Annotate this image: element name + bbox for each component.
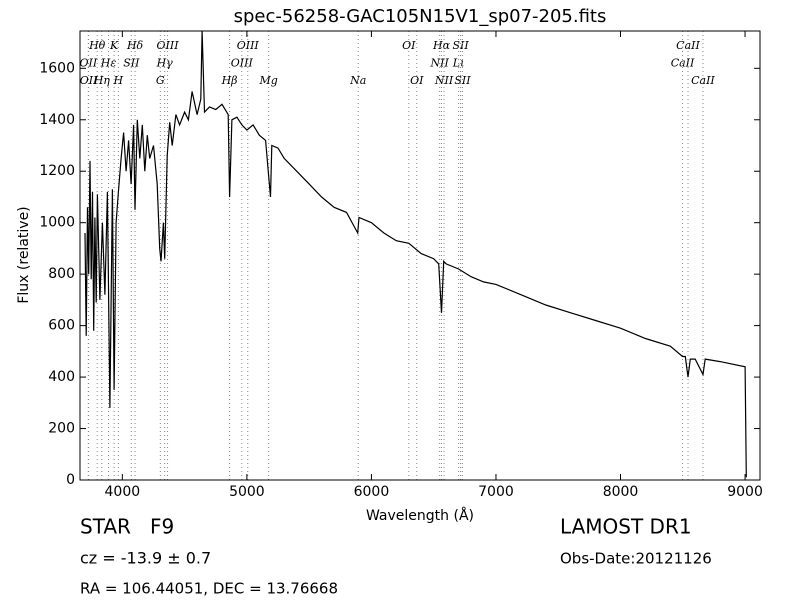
x-axis-label: Wavelength (Å) [366, 507, 474, 524]
line-label: OIII [157, 39, 180, 52]
line-label: Hα [432, 39, 451, 52]
y-tick-label: 800 [48, 266, 75, 282]
object-subclass: F9 [150, 515, 174, 539]
line-label: OI [402, 39, 416, 52]
line-label: Hβ [221, 74, 238, 87]
release: LAMOST DR1 [560, 515, 692, 539]
y-tick-label: 200 [48, 421, 75, 437]
line-label: Hδ [126, 39, 144, 52]
x-tick-label: 4000 [105, 484, 141, 500]
line-label: SII [452, 39, 469, 52]
y-tick-label: 0 [66, 472, 75, 488]
line-label: Hε [100, 57, 117, 70]
line-label: K [109, 39, 119, 52]
line-label: SII [123, 57, 140, 70]
y-tick-label: 1400 [39, 112, 75, 128]
y-tick-label: 1000 [39, 215, 75, 231]
line-label: G [156, 74, 165, 87]
line-label: CaII [676, 39, 700, 52]
chart-title: spec-56258-GAC105N15V1_sp07-205.fits [234, 6, 607, 27]
x-tick-label: 7000 [478, 484, 514, 500]
line-label: Hη [93, 74, 111, 87]
x-tick-label: 5000 [229, 484, 265, 500]
y-tick-label: 400 [48, 369, 75, 385]
object-class: STAR [80, 515, 131, 539]
x-tick-label: 8000 [603, 484, 639, 500]
line-label: Lι [452, 57, 465, 70]
x-tick-label: 9000 [727, 484, 763, 500]
line-label: Mg [259, 74, 278, 87]
line-label: H [113, 74, 124, 87]
line-label: OIII [231, 57, 254, 70]
line-label: SII [454, 74, 471, 87]
line-label: CaII [671, 57, 695, 70]
line-label: OII [80, 74, 98, 87]
spectrum-line [84, 30, 747, 478]
line-label: OI [410, 74, 424, 87]
line-label: NII [430, 57, 450, 70]
line-label: OIII [237, 39, 260, 52]
y-tick-label: 600 [48, 318, 75, 334]
coords: RA = 106.44051, DEC = 13.76668 [80, 580, 338, 598]
y-tick-label: 1200 [39, 163, 75, 179]
line-label: NII [434, 74, 454, 87]
x-tick-label: 6000 [354, 484, 390, 500]
line-label: CaII [691, 74, 715, 87]
line-label: Hγ [156, 57, 174, 70]
y-axis-label: Flux (relative) [16, 206, 32, 303]
line-label: Na [349, 74, 366, 87]
obs-date: Obs-Date:20121126 [560, 550, 712, 568]
plot-frame [79, 30, 761, 481]
redshift: cz = -13.9 ± 0.7 [80, 549, 211, 568]
line-label: Hθ [88, 39, 106, 52]
y-tick-label: 1600 [39, 60, 75, 76]
